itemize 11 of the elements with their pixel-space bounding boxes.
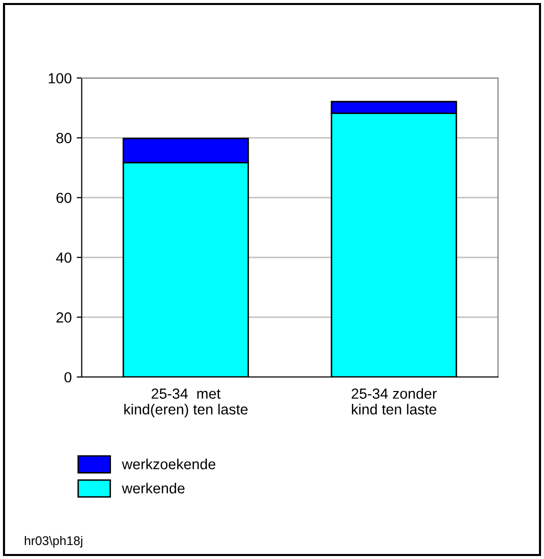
- y-tick-label: 0: [64, 372, 72, 382]
- legend-label: werkende: [122, 482, 185, 494]
- text: hr03\ph18j: [24, 536, 82, 548]
- x-tick-label: 25-34 met kind(eren) ten laste: [124, 388, 248, 418]
- y-tick-label: 80: [56, 132, 72, 144]
- y-tick-label: 100: [48, 73, 72, 84]
- y-tick-label: 20: [56, 312, 72, 323]
- legend-label: werkzoekende: [122, 458, 216, 470]
- y-tick-label: 40: [56, 252, 72, 263]
- y-tick-label: 60: [56, 192, 72, 204]
- x-tick-label: 25-34 zonder kind ten laste: [352, 388, 437, 415]
